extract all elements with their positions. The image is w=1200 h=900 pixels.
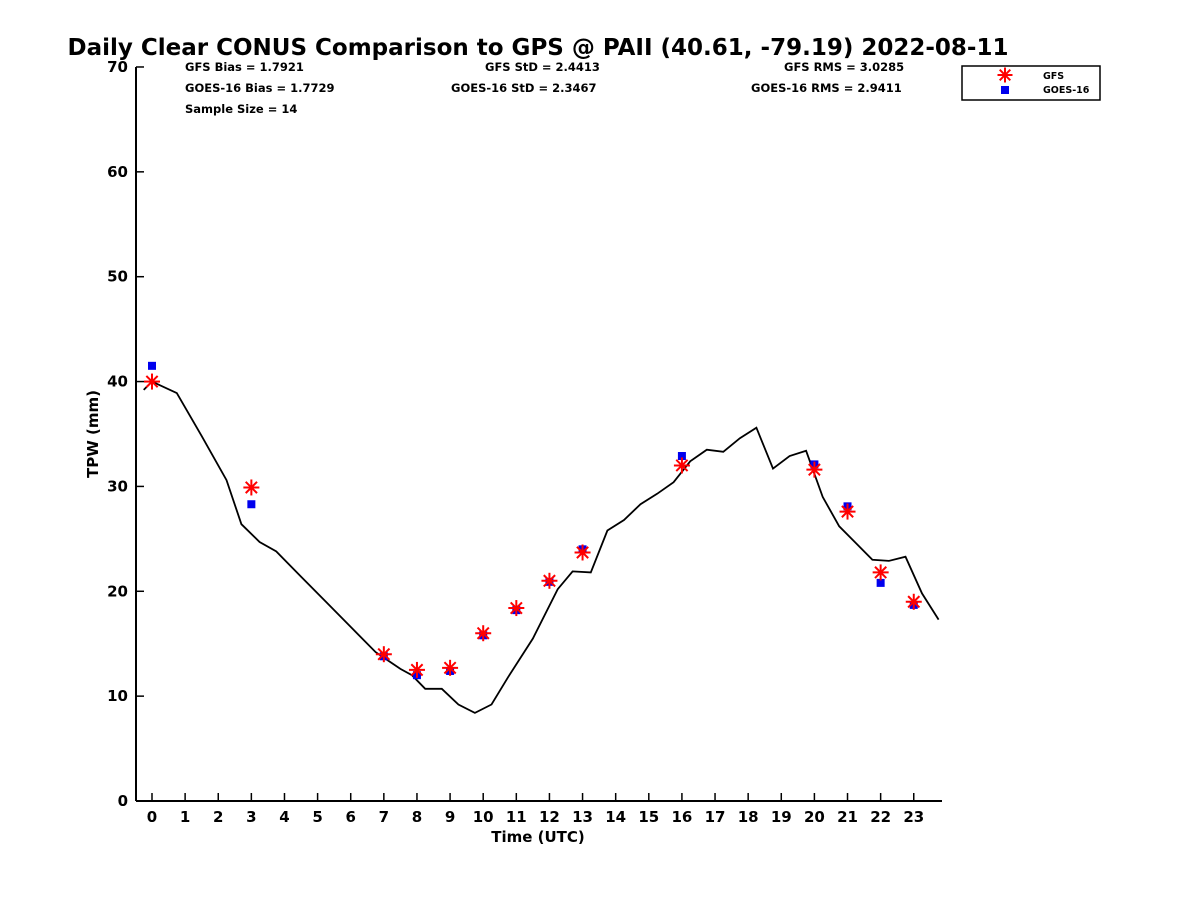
x-tick-label: 5 (312, 808, 322, 826)
gfs-rms-stat: GFS RMS = 3.0285 (784, 60, 904, 74)
x-tick-label: 6 (346, 808, 356, 826)
x-tick-label: 13 (572, 808, 593, 826)
gfs-point (574, 544, 591, 561)
goes-bias-stat: GOES-16 Bias = 1.7729 (185, 81, 334, 95)
axes (135, 67, 942, 802)
y-tick-label: 70 (107, 58, 128, 76)
legend-box (961, 65, 1101, 101)
y-tick-label: 10 (107, 687, 128, 705)
gfs-points (144, 373, 922, 678)
goes-16-point (677, 452, 686, 461)
gfs-point (806, 461, 823, 478)
gfs-bias-stat: GFS Bias = 1.7921 (185, 60, 304, 74)
x-tick-label: 0 (147, 808, 157, 826)
goes-16-point (148, 361, 156, 370)
goes-16-point (876, 578, 885, 587)
x-tick-label: 21 (837, 808, 858, 826)
x-axis-label: Time (UTC) (491, 828, 585, 846)
goes-16-point (247, 500, 256, 509)
legend-gfs-asterisk (997, 67, 1013, 83)
y-tick-label: 60 (107, 163, 128, 181)
x-tick-label: 17 (705, 808, 726, 826)
x-tick-label: 9 (445, 808, 455, 826)
x-tick-label: 15 (638, 808, 659, 826)
gfs-point (243, 479, 260, 496)
x-tick-label: 4 (279, 808, 289, 826)
x-tick-label: 22 (870, 808, 891, 826)
gfs-point (375, 646, 392, 663)
gfs-point (144, 373, 160, 390)
x-tick-label: 14 (605, 808, 626, 826)
gfs-point (673, 457, 690, 474)
x-ticks: 0 1 2 3 4 5 6 7 8 9 10 11 12 13 14 15 16 17 18 19 20 21 22 23 (147, 793, 924, 826)
y-tick-label: 50 (107, 268, 128, 286)
gfs-point (839, 503, 856, 520)
x-tick-label: 2 (213, 808, 223, 826)
x-tick-label: 16 (671, 808, 692, 826)
gfs-point (442, 659, 459, 676)
gfs-point (872, 564, 889, 581)
gps-line-group (143, 380, 940, 714)
legend-goes-marker (1001, 86, 1009, 94)
x-tick-label: 23 (903, 808, 924, 826)
gfs-point (408, 661, 425, 678)
gfs-point (541, 572, 558, 589)
legend-gfs-marker (997, 67, 1013, 83)
y-tick-label: 30 (107, 477, 128, 495)
x-tick-label: 12 (539, 808, 560, 826)
x-tick-label: 8 (412, 808, 422, 826)
chart-title: Daily Clear CONUS Comparison to GPS @ PA… (67, 35, 1008, 61)
sample-size-stat: Sample Size = 14 (185, 102, 297, 116)
legend-goes-label: GOES-16 (1043, 85, 1090, 96)
goes-16-points (148, 361, 918, 680)
x-tick-label: 10 (473, 808, 494, 826)
y-tick-label: 40 (107, 373, 128, 391)
gfs-point (475, 625, 492, 642)
goes-std-stat: GOES-16 StD = 2.3467 (451, 81, 596, 95)
legend-gfs-label: GFS (1043, 71, 1064, 82)
gfs-point (905, 593, 922, 610)
x-tick-label: 19 (771, 808, 792, 826)
x-tick-label: 7 (379, 808, 389, 826)
x-tick-label: 3 (246, 808, 256, 826)
x-tick-label: 18 (738, 808, 759, 826)
gfs-std-stat: GFS StD = 2.4413 (485, 60, 600, 74)
y-tick-label: 20 (107, 582, 128, 600)
legend: GFS GOES-16 (961, 65, 1101, 101)
x-tick-label: 11 (506, 808, 527, 826)
x-tick-label: 20 (804, 808, 825, 826)
gps-line (143, 380, 940, 714)
y-ticks: 0 10 20 30 40 50 60 70 (107, 58, 144, 810)
goes-rms-stat: GOES-16 RMS = 2.9411 (751, 81, 902, 95)
gfs-point (508, 600, 525, 617)
y-tick-label: 0 (118, 792, 128, 810)
x-tick-label: 1 (180, 808, 190, 826)
y-axis-label: TPW (mm) (84, 390, 102, 478)
